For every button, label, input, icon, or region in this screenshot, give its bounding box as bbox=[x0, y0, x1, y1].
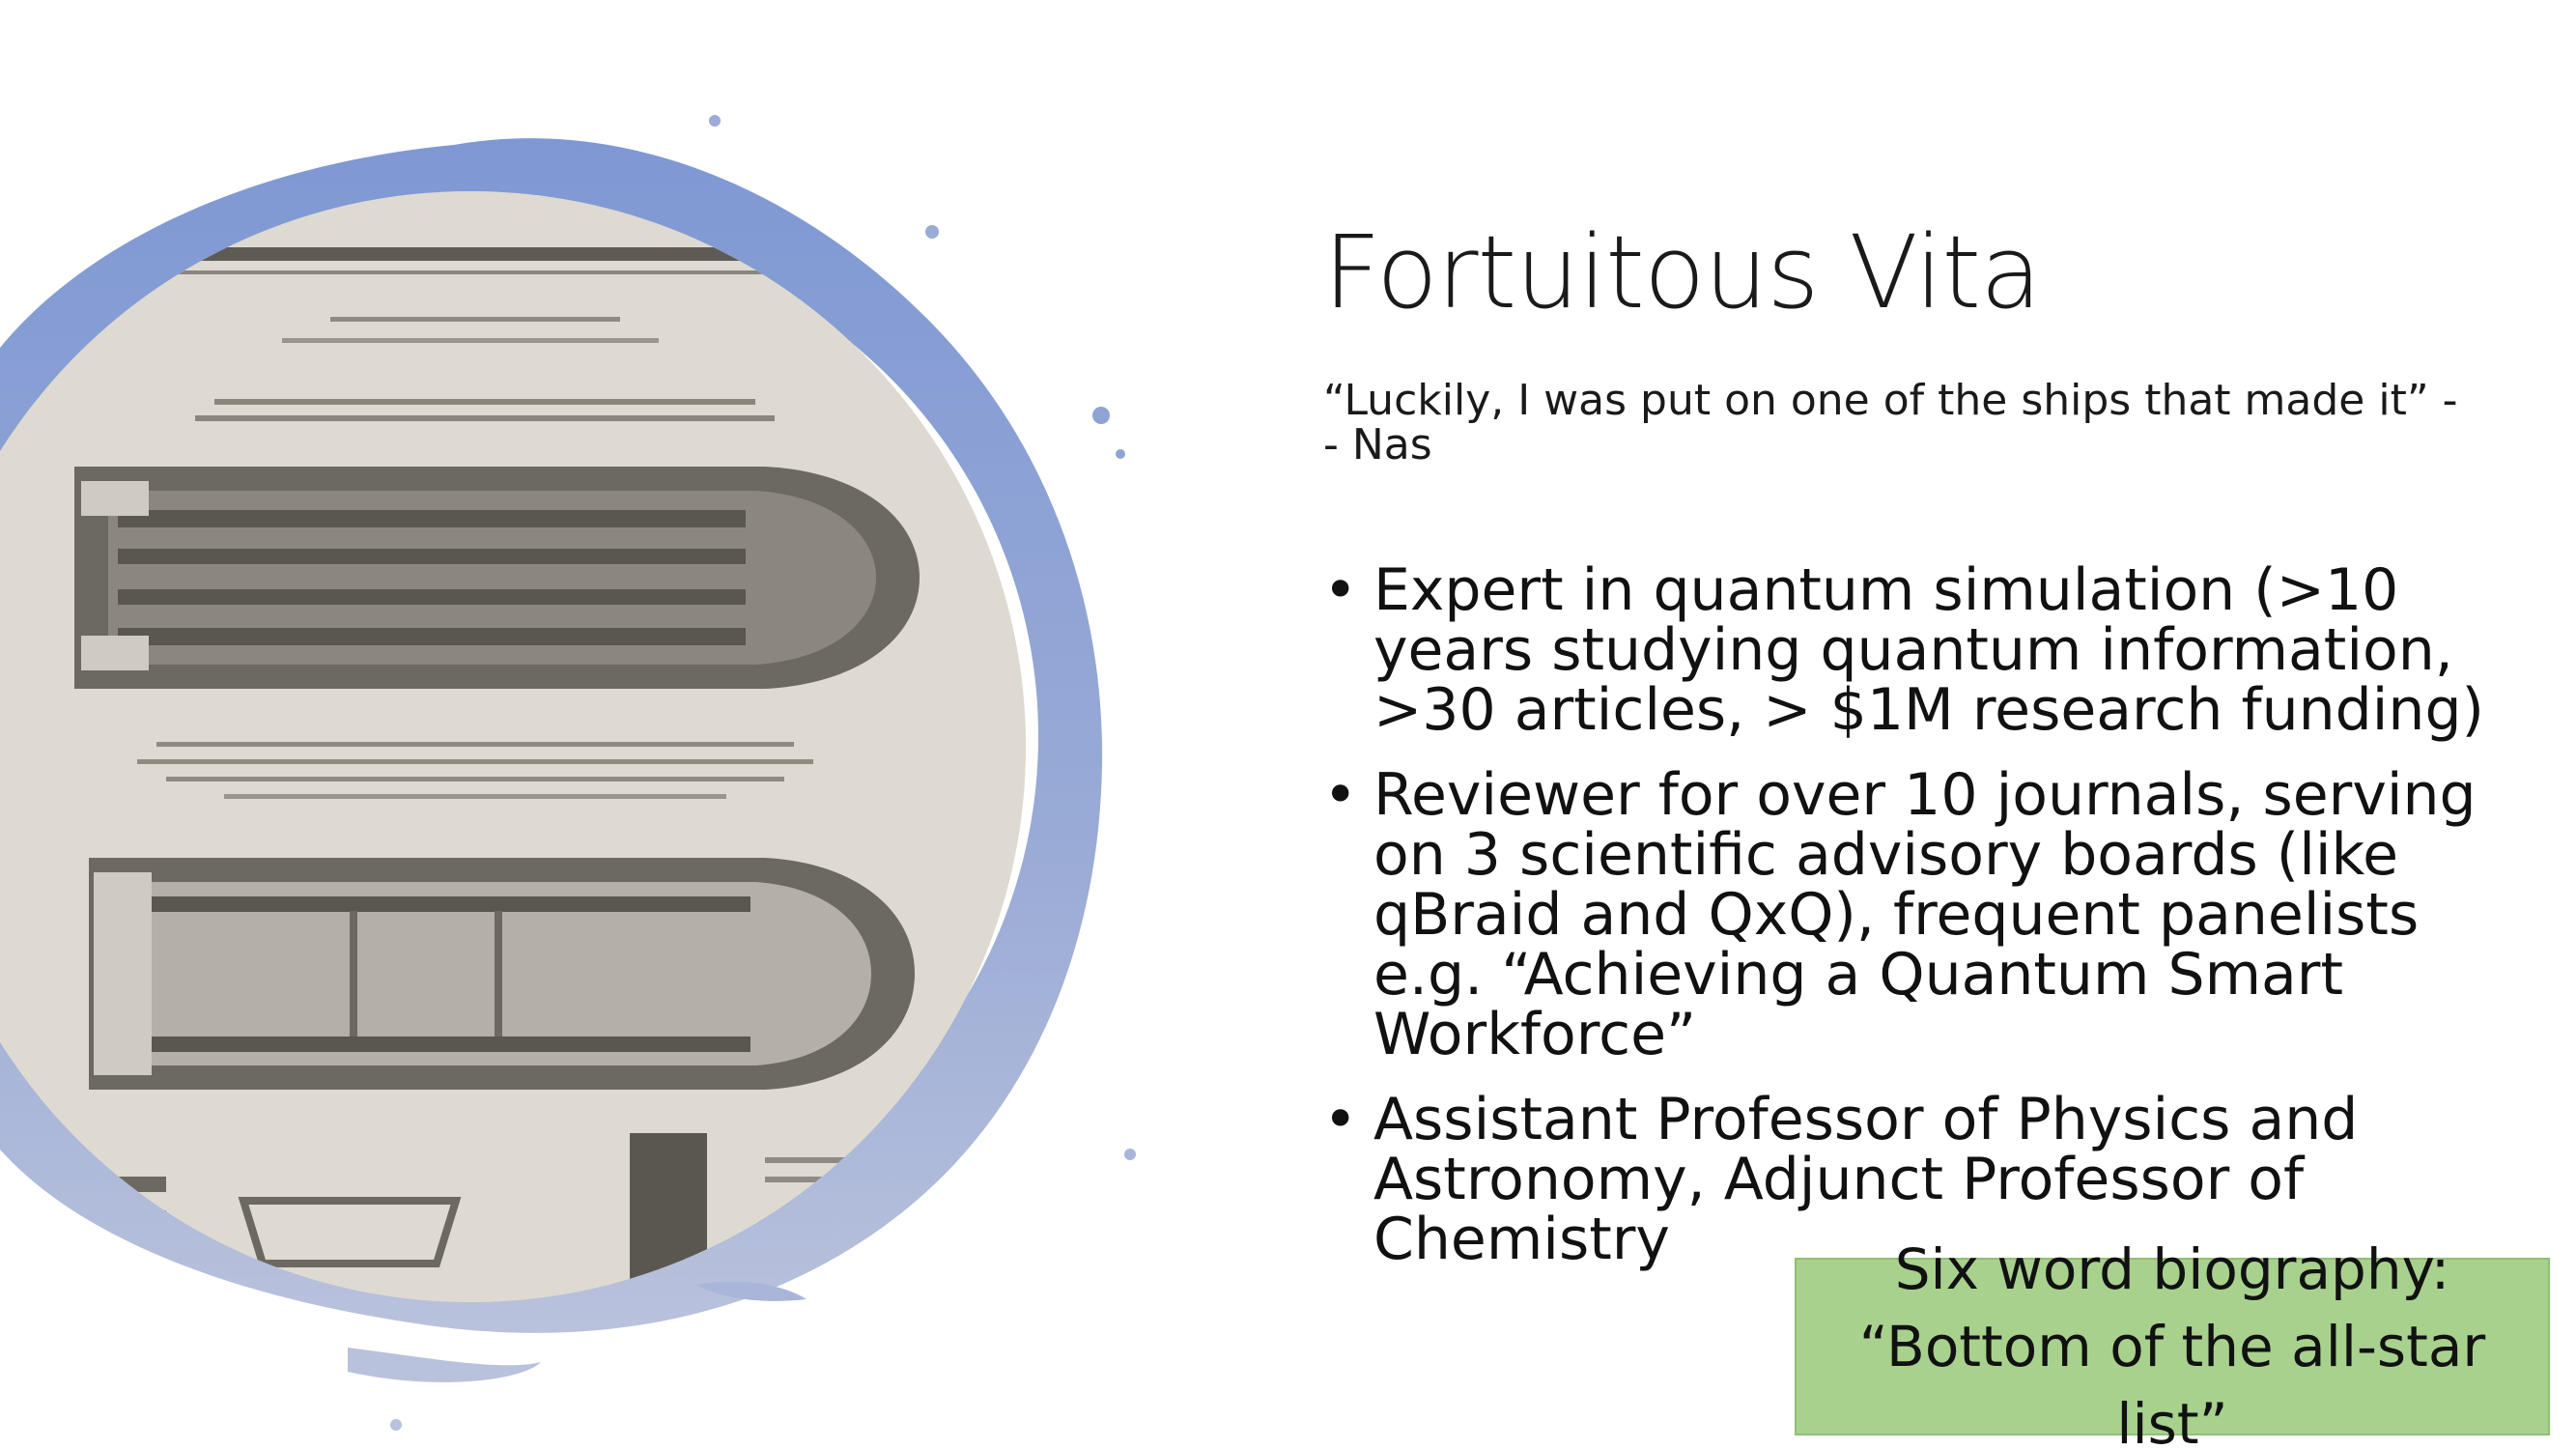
slide-title: Fortuitous Vita bbox=[1323, 213, 2042, 331]
bullet-text: Reviewer for over 10 journals, serving o… bbox=[1373, 761, 2477, 1068]
six-word-biography-callout: Six word biography: “Bottom of the all-s… bbox=[1795, 1236, 2550, 1449]
slave-ship-diagram-image bbox=[0, 191, 1026, 1302]
slide-image-area bbox=[0, 0, 1159, 1449]
bullet-text: Expert in quantum simulation (>10 years … bbox=[1373, 556, 2484, 744]
bullet-list: • Expert in quantum simulation (>10 year… bbox=[1323, 560, 2521, 1294]
bullet-item-quantum-simulation: • Expert in quantum simulation (>10 year… bbox=[1323, 560, 2521, 740]
bullet-dot-icon: • bbox=[1323, 1086, 1358, 1153]
bullet-dot-icon: • bbox=[1323, 761, 1358, 829]
callout-heading: Six word biography: bbox=[1894, 1236, 2450, 1302]
callout-biography: “Bottom of the all-star list” bbox=[1858, 1314, 2486, 1449]
nas-quote: “Luckily, I was put on one of the ships … bbox=[1323, 376, 2458, 469]
bullet-item-professor: • Assistant Professor of Physics and Ast… bbox=[1323, 1090, 2521, 1269]
bullet-dot-icon: • bbox=[1323, 556, 1358, 624]
bullet-item-reviewer: • Reviewer for over 10 journals, serving… bbox=[1323, 765, 2521, 1065]
bullet-text: Assistant Professor of Physics and Astro… bbox=[1373, 1086, 2359, 1273]
